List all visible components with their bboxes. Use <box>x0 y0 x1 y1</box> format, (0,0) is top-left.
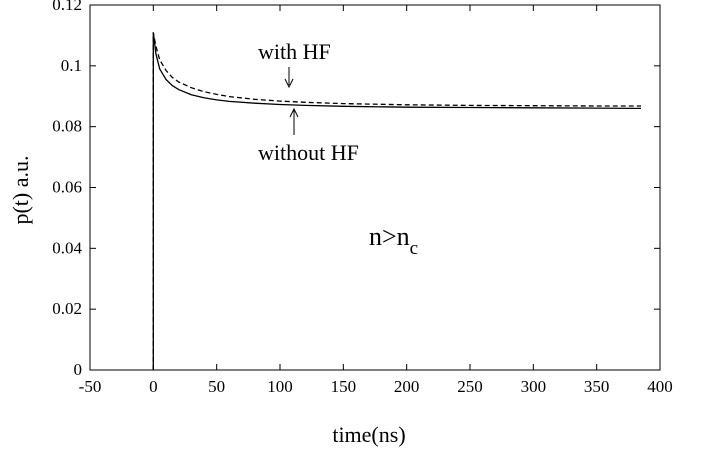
series-line-without-hf <box>152 32 642 370</box>
x-tick-label: 250 <box>457 377 483 396</box>
y-tick-label: 0.12 <box>52 0 82 14</box>
x-tick-label: 100 <box>267 377 293 396</box>
x-axis-title: time(ns) <box>332 422 405 447</box>
y-tick-label: 0.02 <box>52 299 82 318</box>
x-tick-label: 0 <box>149 377 158 396</box>
condition-subscript: c <box>410 238 418 259</box>
y-tick-label: 0 <box>74 360 83 379</box>
plot-frame <box>89 4 661 371</box>
plot-frame-group <box>89 4 661 371</box>
x-tick-label: 350 <box>584 377 610 396</box>
y-tick-label: 0.04 <box>52 238 82 257</box>
y-tick-label: 0.08 <box>52 117 82 136</box>
with-hf-arrow-head <box>284 78 294 89</box>
condition-label: n>nc <box>369 222 418 259</box>
x-tick-label: -50 <box>79 377 102 396</box>
x-tick-label: 150 <box>331 377 357 396</box>
x-tick-label: 200 <box>394 377 420 396</box>
y-axis-title: p(t) a.u. <box>8 155 33 224</box>
y-tick-label: 0.06 <box>52 178 82 197</box>
series-group <box>152 32 642 370</box>
ticks-group: -50 0 50 100 150 200 250 300 350 40000.020.040.06… <box>52 0 673 396</box>
without-hf-annotation: without HF <box>258 140 359 165</box>
x-tick-label: 300 <box>521 377 547 396</box>
x-tick-label: 400 <box>647 377 673 396</box>
with-hf-annotation: with HF <box>258 39 331 64</box>
without-hf-arrow-head <box>289 107 299 118</box>
series-line-with-hf <box>152 32 641 370</box>
y-tick-label: 0.1 <box>61 56 82 75</box>
condition-main: n>n <box>369 222 410 251</box>
x-tick-label: 50 <box>208 377 225 396</box>
